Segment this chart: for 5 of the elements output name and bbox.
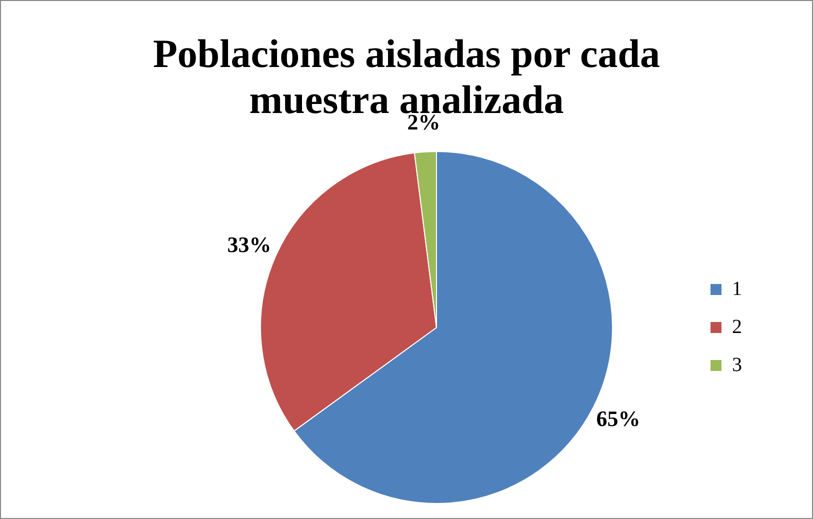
data-label: 33% bbox=[227, 232, 272, 258]
data-label: 65% bbox=[596, 406, 640, 431]
legend-label: 3 bbox=[732, 354, 742, 376]
legend-label: 1 bbox=[732, 278, 742, 300]
legend-label: 2 bbox=[732, 316, 742, 338]
